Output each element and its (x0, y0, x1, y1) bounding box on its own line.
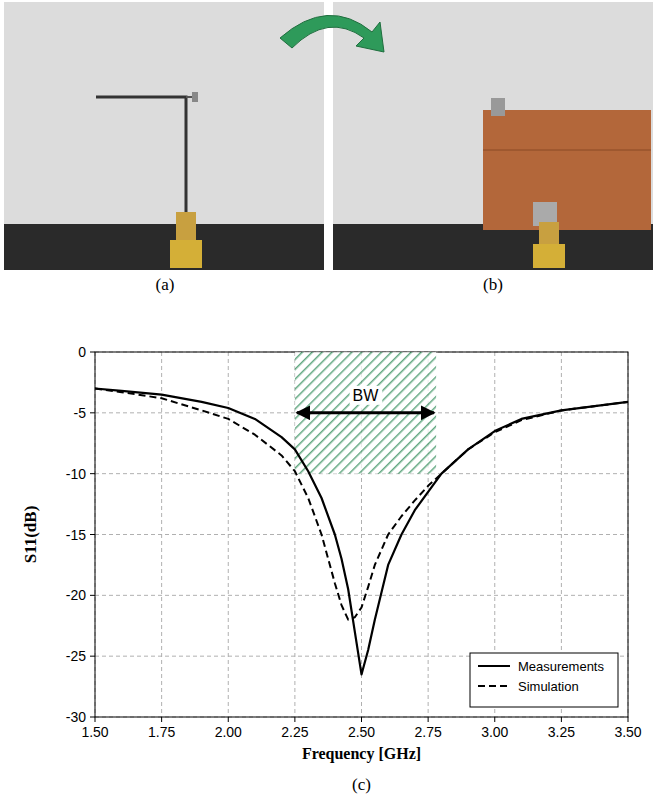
tick-label: 3.25 (548, 724, 575, 740)
x-axis-title: Frequency [GHz] (302, 745, 421, 763)
tick-mark (90, 595, 95, 596)
legend: Measurements Simulation (470, 653, 618, 707)
tick-mark (90, 352, 95, 353)
legend-label: Simulation (518, 679, 579, 694)
copper-seam (483, 150, 651, 151)
tick-label: 3.00 (481, 724, 508, 740)
tick-mark (628, 717, 629, 722)
sma-connector (539, 222, 559, 246)
tick-mark (494, 717, 495, 722)
axes: 1.50 1.75 2.00 2.25 2.50 2.75 3.00 3.25 3.50 -30 -… (66, 344, 642, 740)
solder (491, 98, 505, 116)
antenna-wire (96, 97, 186, 215)
tick-label: -25 (66, 648, 86, 664)
tick-mark (90, 656, 95, 657)
tick-mark (90, 412, 95, 413)
photo-background (4, 2, 324, 270)
tick-mark (90, 717, 95, 718)
tick-mark (90, 534, 95, 535)
tick-label: -10 (66, 466, 86, 482)
tick-label: 1.50 (81, 724, 108, 740)
bw-arrow (297, 411, 434, 414)
tick-mark (428, 717, 429, 722)
caption: (a) (156, 275, 175, 294)
tick-label: 3.50 (614, 724, 641, 740)
bw-annotation: BW (295, 352, 436, 474)
plot-frame (95, 352, 628, 717)
grid-line (95, 534, 628, 535)
tick-label: 2.50 (348, 724, 375, 740)
copper-ground (483, 110, 651, 230)
sma-connector (176, 212, 196, 242)
sma-flange (170, 240, 202, 268)
grid-line (95, 595, 628, 596)
substrate (4, 2, 324, 224)
legend-box (470, 653, 618, 707)
tick-label: 0 (78, 344, 86, 360)
tick-mark (95, 717, 96, 722)
tick-mark (294, 717, 295, 722)
tick-label: -15 (66, 527, 86, 543)
legend-swatch (478, 685, 510, 687)
tick-mark (561, 717, 562, 722)
figure: (a) (b) 1.50 1.75 2.00 2.25 2.50 2.75 3.00 3.25 3.… (0, 0, 656, 800)
legend-label: Measurements (518, 659, 604, 674)
series-line (95, 389, 628, 675)
solder (192, 92, 198, 102)
caption: (c) (352, 775, 371, 794)
tick-label: -5 (74, 405, 87, 421)
tick-label: 1.75 (148, 724, 175, 740)
tick-mark (90, 473, 95, 474)
tick-mark (161, 717, 162, 722)
sma-flange (533, 244, 565, 268)
tick-label: -30 (66, 709, 86, 725)
tick-label: 2.00 (215, 724, 242, 740)
series-line (95, 389, 628, 620)
flip-arrow (280, 15, 384, 52)
y-axis-title: S11(dB) (21, 506, 40, 564)
bw-region (295, 352, 436, 474)
tick-label: -20 (66, 587, 86, 603)
tick-mark (361, 717, 362, 722)
grid (95, 352, 628, 717)
legend-swatch (478, 665, 510, 667)
bw-label-patch (350, 386, 383, 405)
tick-mark (228, 717, 229, 722)
bw-label: BW (353, 387, 380, 404)
tick-label: 2.25 (281, 724, 308, 740)
caption: (b) (483, 275, 503, 294)
series-group (95, 389, 628, 675)
tick-label: 2.75 (415, 724, 442, 740)
photo-a (4, 2, 324, 270)
